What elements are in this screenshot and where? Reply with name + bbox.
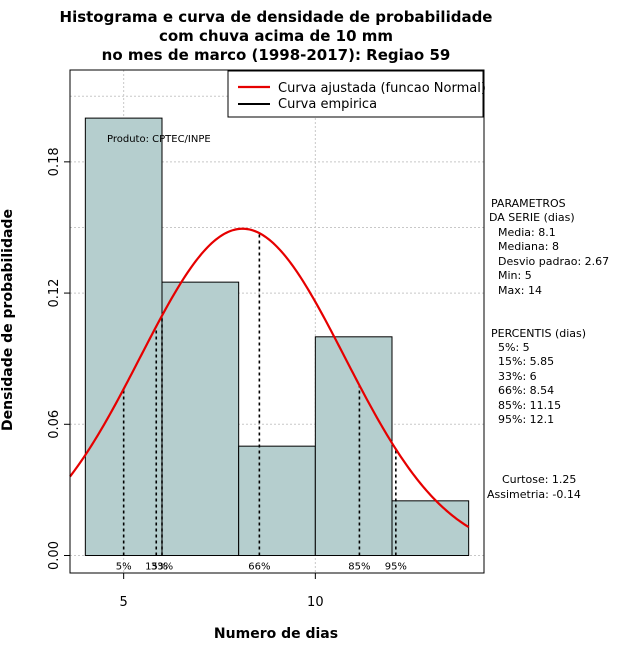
chart-title-line-1: Histograma e curva de densidade de proba… (60, 8, 493, 26)
product-annotation: Produto: CPTEC/INPE (107, 134, 211, 145)
legend: Curva ajustada (funcao Normal) Curva emp… (227, 70, 486, 118)
histogram-bar (391, 500, 470, 557)
percentile-lines (122, 233, 397, 556)
plot-frame (69, 69, 485, 574)
parametros-title-1: PARAMETROS (491, 197, 566, 210)
side-panel: PARAMETROS DA SERIE (dias) Media: 8.1 Me… (487, 197, 609, 501)
parametro-min: Min: 5 (498, 269, 532, 282)
normal-curve (69, 227, 470, 528)
parametro-media: Media: 8.1 (498, 226, 556, 239)
x-axis-label: Numero de dias (214, 626, 338, 642)
histogram-bars (84, 117, 470, 557)
parametro-desvio: Desvio padrao: 2.67 (498, 255, 609, 268)
legend-box (227, 70, 484, 118)
y-axis: 0.00 0.06 0.12 0.18 (47, 147, 70, 570)
percentis-title: PERCENTIS (dias) (491, 327, 586, 340)
percentil-85: 85%: 11.15 (498, 399, 561, 412)
percentile-label: 15% (145, 562, 167, 573)
percentile-label: 66% (248, 562, 270, 573)
chart-title-line-3: no mes de marco (1998-2017): Regiao 59 (102, 46, 451, 64)
x-tick-label: 5 (120, 595, 128, 610)
x-axis: 5 10 (120, 573, 324, 610)
percentile-label: 85% (348, 562, 370, 573)
y-tick-label: 0.06 (47, 410, 62, 439)
assimetria: Assimetria: -0.14 (487, 488, 581, 501)
percentil-95: 95%: 12.1 (498, 413, 554, 426)
x-tick-label: 10 (307, 595, 324, 610)
parametro-max: Max: 14 (498, 284, 542, 297)
histogram-bar (238, 445, 316, 557)
percentil-33: 33%: 6 (498, 370, 537, 383)
percentil-5: 5%: 5 (498, 341, 530, 354)
curtose: Curtose: 1.25 (502, 473, 576, 486)
y-tick-label: 0.18 (47, 147, 62, 176)
histogram-bar (161, 281, 240, 557)
legend-empirical-label: Curva empirica (278, 97, 377, 112)
percentil-15: 15%: 5.85 (498, 355, 554, 368)
parametro-mediana: Mediana: 8 (498, 240, 559, 253)
percentile-labels: 5% 15%33% 66% 85% 95% (116, 562, 407, 573)
percentile-label: 95% (385, 562, 407, 573)
parametros-title-2: DA SERIE (dias) (489, 211, 575, 224)
y-tick-label: 0.12 (47, 279, 62, 308)
histogram-bar (314, 336, 393, 557)
y-axis-label: Densidade de probabilidade (0, 209, 16, 431)
chart-title-line-2: com chuva acima de 10 mm (159, 27, 393, 45)
y-tick-label: 0.00 (47, 541, 62, 570)
percentil-66: 66%: 8.54 (498, 384, 554, 397)
legend-normal-label: Curva ajustada (funcao Normal) (278, 81, 486, 96)
percentile-label: 33% (151, 562, 173, 573)
percentile-label: 5% (116, 562, 132, 573)
